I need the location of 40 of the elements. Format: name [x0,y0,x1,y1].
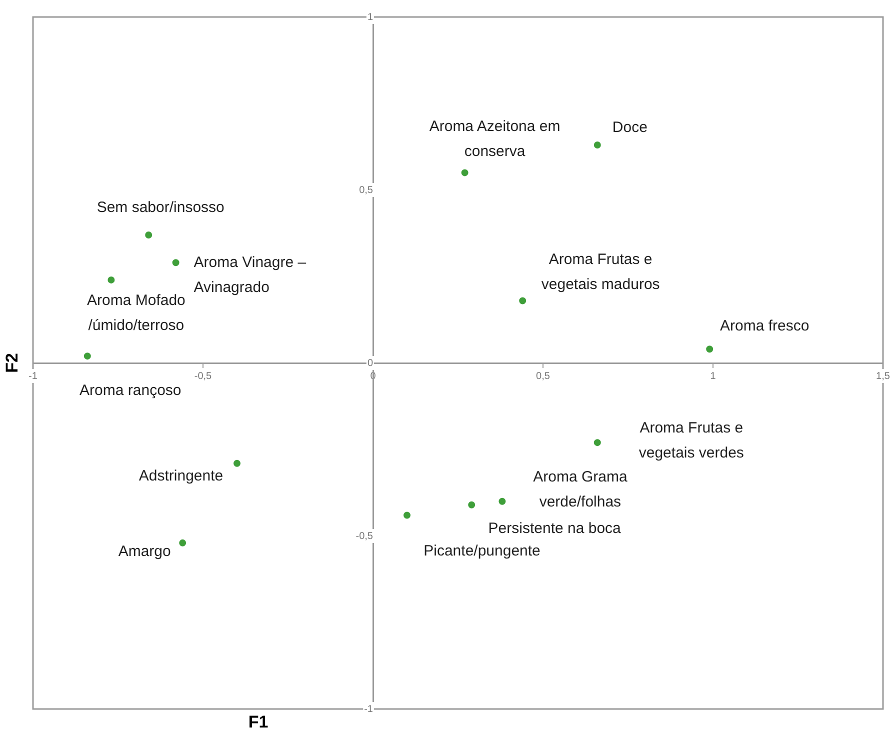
point [234,460,240,467]
x-tick-label: -1 [28,370,38,382]
annotation: Persistente na boca [488,520,622,537]
point [498,498,506,505]
x-tick-label: 1,5 [876,370,890,382]
x-tick-label: 1 [710,370,716,382]
annotation: Aroma Mofado /úmido/terroso [87,292,186,334]
point [519,297,526,304]
point [594,142,601,149]
x-tick-label: -0,5 [194,370,212,382]
annotation: Aroma Azeitona em conserva [429,118,560,160]
point [145,231,152,238]
point [594,439,601,446]
y-tick-label: 1 [367,12,374,23]
y-tick-label: -0,5 [356,530,374,542]
point [172,259,180,266]
y-tick-label: 0,5 [359,184,374,196]
point [461,169,468,176]
x-axis-title: F1 [248,712,268,732]
annotation: Aroma Vinagre – Avinagrado [194,254,307,296]
x-tick-label: 0,5 [536,370,550,382]
annotation: Amargo [118,543,171,560]
annotation: Aroma Grama verde/folhas [533,468,628,511]
point [108,276,115,284]
annotation: Doce [612,119,648,136]
annotation: Picante/pungente [424,542,540,560]
y-tick-label: 0 [367,358,374,369]
y-tick-label: -1 [364,704,374,715]
point [468,501,476,508]
point [179,539,186,546]
annotation: Sem sabor/insosso [96,199,224,216]
annotation: Adstringente [138,467,224,484]
point [706,346,714,353]
annotation: Aroma Frutas e vegetais verdes [638,420,744,462]
y-axis-title: F2 [2,353,22,373]
point [404,512,410,519]
point [84,352,91,360]
annotation: Aroma Frutas e vegetais maduros [541,250,660,293]
annotation: Aroma rançoso [80,382,182,400]
annotation: Aroma fresco [720,317,810,334]
